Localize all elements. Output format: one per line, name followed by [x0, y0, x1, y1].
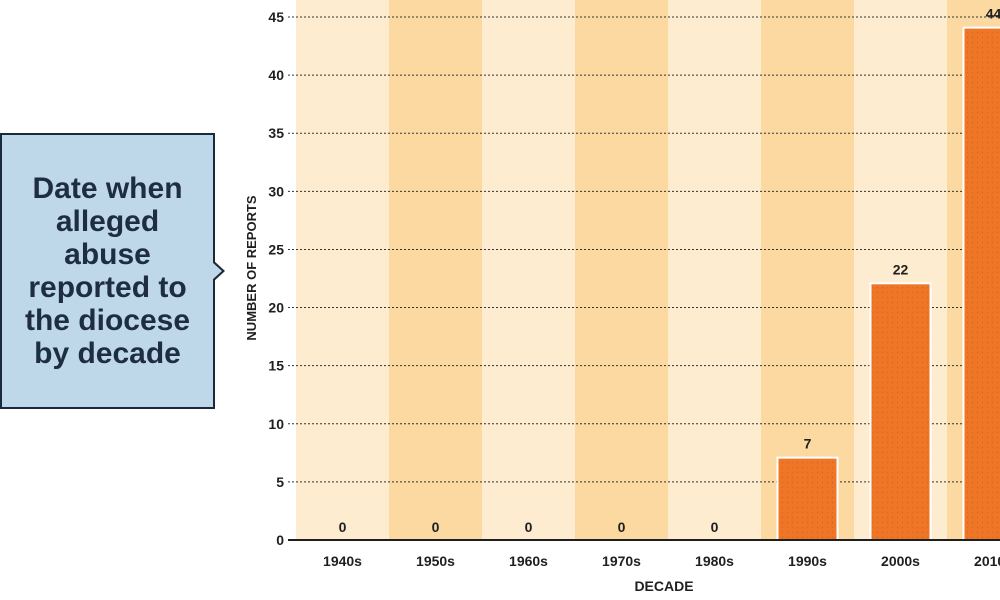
- chart-title-callout: Date when alleged abuse reported to the …: [0, 133, 215, 409]
- y-axis-title: NUMBER OF REPORTS: [244, 195, 259, 341]
- data-label-1960s: 0: [525, 519, 533, 535]
- data-label-1940s: 0: [339, 519, 347, 535]
- data-label-2000s: 22: [893, 261, 909, 277]
- x-axis-title: DECADE: [634, 578, 693, 594]
- y-tick-10: 10: [268, 416, 284, 432]
- chart-title: Date when alleged abuse reported to the …: [24, 172, 191, 370]
- x-tick-1970s: 1970s: [602, 553, 641, 569]
- x-tick-1960s: 1960s: [509, 553, 548, 569]
- data-label-1950s: 0: [432, 519, 440, 535]
- band-1950s: [389, 0, 482, 540]
- data-label-1970s: 0: [618, 519, 626, 535]
- band-1990s: [761, 0, 854, 540]
- data-label-2010s: 44: [986, 6, 1000, 22]
- y-tick-45: 45: [268, 9, 284, 25]
- y-tick-40: 40: [268, 67, 284, 83]
- bar-texture-2010s: [964, 28, 1000, 540]
- band-1980s: [668, 0, 761, 540]
- y-tick-25: 25: [268, 241, 284, 257]
- data-label-1990s: 7: [804, 436, 812, 452]
- bar-texture-2000s: [871, 284, 930, 540]
- band-1960s: [482, 0, 575, 540]
- band-1970s: [575, 0, 668, 540]
- y-tick-0: 0: [276, 532, 284, 548]
- x-tick-2000s: 2000s: [881, 553, 920, 569]
- x-tick-1950s: 1950s: [416, 553, 455, 569]
- x-tick-1940s: 1940s: [323, 553, 362, 569]
- y-tick-30: 30: [268, 183, 284, 199]
- x-tick-1980s: 1980s: [695, 553, 734, 569]
- callout-pointer-fill: [212, 262, 222, 280]
- data-label-1980s: 0: [711, 519, 719, 535]
- x-tick-1990s: 1990s: [788, 553, 827, 569]
- band-1940s: [296, 0, 389, 540]
- y-tick-35: 35: [268, 125, 284, 141]
- y-tick-5: 5: [276, 474, 284, 490]
- y-tick-15: 15: [268, 358, 284, 374]
- x-tick-2010s: 2010s: [974, 553, 1000, 569]
- bar-texture-1990s: [778, 458, 837, 540]
- y-tick-20: 20: [268, 300, 284, 316]
